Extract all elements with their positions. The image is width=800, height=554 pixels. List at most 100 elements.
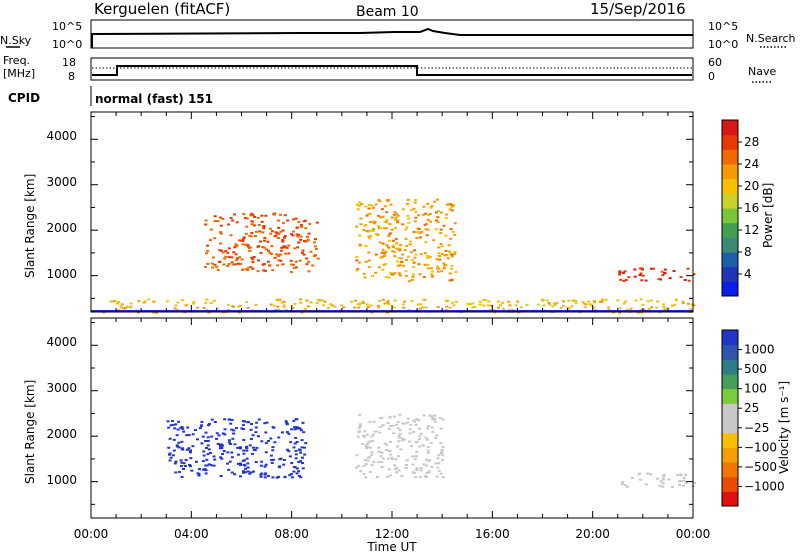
data-cell (377, 266, 381, 269)
data-cell (419, 307, 423, 310)
data-cell (241, 470, 245, 473)
data-cell (293, 302, 297, 305)
data-cell (381, 457, 385, 460)
data-cell (684, 473, 688, 476)
data-cell (270, 461, 274, 464)
data-cell (620, 482, 624, 485)
data-cell (401, 422, 405, 425)
data-cell (243, 467, 247, 470)
data-cell (421, 213, 425, 216)
data-cell (183, 465, 187, 468)
data-cell (415, 469, 419, 472)
data-cell (448, 279, 452, 282)
data-cell (356, 435, 360, 438)
data-cell (204, 464, 208, 467)
data-cell (640, 267, 644, 270)
data-cell (232, 432, 236, 435)
data-cell (414, 253, 418, 256)
data-cell (428, 414, 432, 417)
data-cell (259, 475, 263, 478)
data-cell (299, 451, 303, 454)
data-cell (202, 306, 206, 309)
data-cell (411, 463, 415, 466)
x-tick-labels: 00:00 04:00 08:00 12:00 16:00 20:00 00:00 (74, 527, 711, 541)
data-cell (182, 430, 186, 433)
data-cell (359, 217, 363, 220)
data-cell (204, 223, 208, 226)
data-cell (593, 301, 597, 304)
data-cell (623, 484, 627, 487)
data-cell (315, 301, 319, 304)
data-cell (306, 305, 310, 308)
data-cell (413, 420, 417, 423)
data-cell (198, 427, 202, 430)
data-cell (599, 300, 603, 303)
data-cell (264, 463, 268, 466)
data-cell (661, 274, 665, 277)
data-cell (372, 461, 376, 464)
data-cell (167, 446, 171, 449)
data-cell (304, 227, 308, 230)
data-cell (397, 435, 401, 438)
data-cell (286, 219, 290, 222)
data-cell (342, 306, 346, 309)
data-cell (213, 420, 217, 423)
data-cell (417, 419, 421, 422)
velocity-panel: 4000 3000 2000 1000 Slant Range [km] (23, 317, 696, 519)
data-cell (368, 229, 372, 232)
velocity-scatter-layer (166, 413, 696, 488)
data-cell (293, 426, 297, 429)
data-cell (191, 445, 195, 448)
data-cell (393, 255, 397, 258)
data-cell (414, 210, 418, 213)
data-cell (405, 202, 409, 205)
data-cell (296, 246, 300, 249)
data-cell (206, 244, 210, 247)
data-cell (302, 220, 306, 223)
data-cell (259, 251, 263, 254)
data-cell (215, 265, 219, 268)
data-cell (390, 216, 394, 219)
data-cell (661, 482, 665, 485)
station-title: Kerguelen (fitACF) (94, 0, 230, 18)
colorbar-cell (722, 281, 738, 297)
data-cell (441, 446, 445, 449)
data-cell (405, 226, 409, 229)
data-cell (379, 256, 383, 259)
data-cell (447, 244, 451, 247)
data-cell (362, 272, 366, 275)
data-cell (514, 304, 518, 307)
data-cell (392, 432, 396, 435)
data-cell (684, 481, 688, 484)
data-cell (180, 299, 184, 302)
data-cell (385, 443, 389, 446)
data-cell (607, 308, 611, 311)
data-cell (260, 220, 264, 223)
data-cell (264, 442, 268, 445)
colorbar-tick-label: −500 (744, 460, 777, 474)
data-cell (209, 228, 213, 231)
data-cell (184, 459, 188, 462)
data-cell (242, 463, 246, 466)
data-cell (284, 420, 288, 423)
data-cell (406, 417, 410, 420)
data-cell (266, 260, 270, 263)
data-cell (236, 453, 240, 456)
data-cell (227, 439, 231, 442)
data-cell (299, 235, 303, 238)
data-cell (395, 423, 399, 426)
data-cell (210, 418, 214, 421)
data-cell (424, 228, 428, 231)
data-cell (659, 278, 663, 281)
data-cell (402, 264, 406, 267)
data-cell (264, 451, 268, 454)
data-cell (365, 214, 369, 217)
data-cell (244, 471, 248, 474)
data-cell (398, 247, 402, 250)
data-cell (181, 448, 185, 451)
data-cell (193, 429, 197, 432)
data-cell (369, 234, 373, 237)
data-cell (376, 233, 380, 236)
data-cell (616, 299, 620, 302)
data-cell (622, 302, 626, 305)
